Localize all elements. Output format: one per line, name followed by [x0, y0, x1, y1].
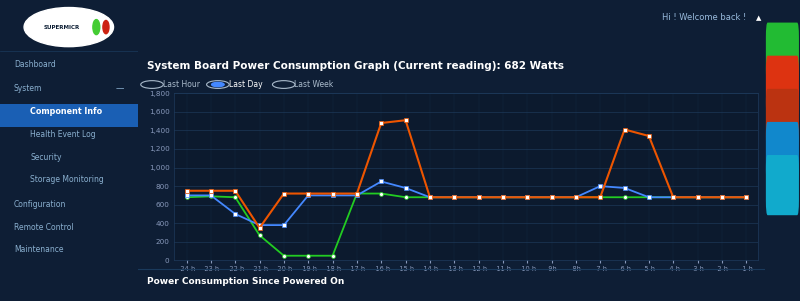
- Text: Average Usage: Average Usage: [496, 104, 554, 113]
- Text: System: System: [14, 84, 42, 93]
- Text: System Board Power Consumption Graph (Current reading): 682 Watts: System Board Power Consumption Graph (Cu…: [147, 61, 564, 71]
- Text: Last Week: Last Week: [294, 80, 334, 89]
- Text: Remote Control: Remote Control: [14, 223, 74, 232]
- FancyBboxPatch shape: [766, 155, 799, 215]
- Text: Storage Monitoring: Storage Monitoring: [30, 175, 104, 184]
- FancyBboxPatch shape: [0, 104, 138, 127]
- Ellipse shape: [24, 8, 114, 47]
- Text: —: —: [115, 84, 124, 93]
- FancyBboxPatch shape: [766, 122, 799, 182]
- Text: Security: Security: [30, 153, 62, 162]
- Circle shape: [103, 20, 109, 34]
- Text: Component Info: Component Info: [30, 107, 102, 116]
- Text: Min Peak: Min Peak: [386, 104, 421, 113]
- Text: Configuration: Configuration: [14, 200, 66, 209]
- Text: Last Hour: Last Hour: [162, 80, 200, 89]
- Text: Power Consumption Since Powered On: Power Consumption Since Powered On: [147, 278, 344, 287]
- Text: Hi ! Welcome back !: Hi ! Welcome back !: [662, 14, 746, 22]
- Circle shape: [93, 20, 100, 35]
- Text: Maintenance: Maintenance: [14, 245, 63, 254]
- FancyBboxPatch shape: [766, 56, 799, 116]
- Text: Health Event Log: Health Event Log: [30, 130, 96, 139]
- FancyBboxPatch shape: [766, 89, 799, 149]
- Text: Max Peak: Max Peak: [606, 104, 642, 113]
- Circle shape: [212, 82, 224, 87]
- Text: SUPERMICR: SUPERMICR: [44, 25, 80, 29]
- Text: ▲: ▲: [756, 15, 762, 21]
- Text: Last Day: Last Day: [229, 80, 262, 89]
- Text: Dashboard: Dashboard: [14, 60, 55, 69]
- FancyBboxPatch shape: [766, 23, 799, 83]
